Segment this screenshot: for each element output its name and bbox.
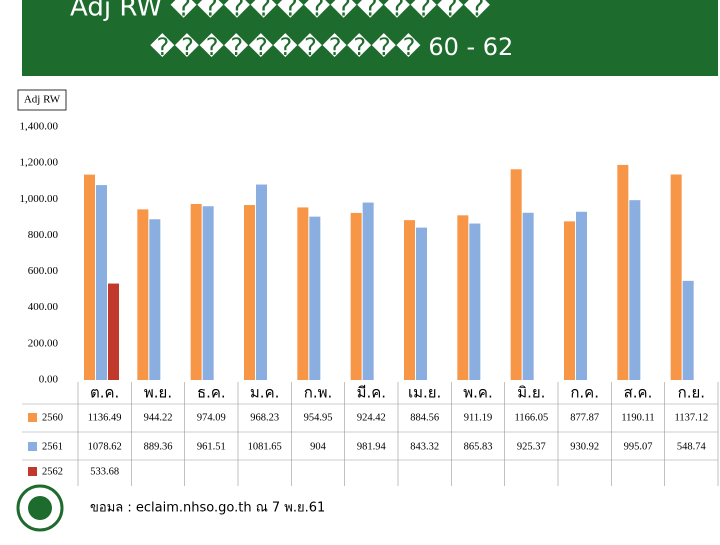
table-cell: 1137.12 — [674, 412, 708, 423]
x-tick-label: ก.พ. — [304, 384, 333, 402]
legend-label: 2561 — [42, 441, 63, 452]
legend-label: 2562 — [42, 466, 63, 477]
bar — [256, 184, 267, 380]
bar — [96, 185, 107, 380]
x-tick-label: พ.ค. — [463, 384, 492, 402]
chart-subtitle: ����������� 60 - 62 — [150, 33, 513, 61]
x-tick-label: ธ.ค. — [197, 384, 226, 402]
bar — [244, 205, 255, 380]
table-cell: 995.07 — [624, 441, 653, 452]
bar — [576, 211, 587, 380]
legend-label: 2560 — [42, 412, 63, 423]
bar — [309, 216, 321, 380]
table-cell: 911.19 — [464, 412, 493, 423]
table-cell: 974.09 — [197, 412, 226, 423]
x-tick-label: พ.ย. — [144, 384, 172, 402]
y-tick-label: 1,200.00 — [20, 157, 59, 169]
bar — [202, 206, 214, 380]
table-cell: 904 — [310, 441, 327, 452]
table-cell: 884.56 — [410, 412, 439, 423]
table-cell: 1166.05 — [514, 412, 548, 423]
legend-swatch — [28, 413, 37, 422]
bar — [404, 220, 415, 380]
bar — [350, 212, 362, 380]
bar — [362, 202, 374, 380]
table-cell: 548.74 — [677, 441, 707, 452]
y-tick-label: 800.00 — [28, 229, 59, 241]
ylabel-box — [17, 89, 67, 111]
bar — [84, 174, 95, 380]
chart-title: Adj RW ������������ — [70, 0, 491, 23]
bar — [629, 200, 641, 380]
table-cell: 865.83 — [464, 441, 493, 452]
x-tick-label: ก.ค. — [570, 384, 599, 402]
table-cell: 961.51 — [197, 441, 226, 452]
table-cell: 944.22 — [144, 412, 173, 423]
bar — [149, 219, 161, 380]
bar — [682, 280, 694, 380]
bar — [190, 203, 202, 380]
bar — [416, 227, 427, 380]
table-cell: 843.32 — [410, 441, 439, 452]
source-note: ขอมล : eclaim.nhso.go.th ณ 7 พ.ย.61 — [90, 501, 325, 516]
bar — [522, 212, 534, 380]
bar — [108, 283, 119, 380]
table-cell: 924.42 — [357, 412, 386, 423]
table-cell: 981.94 — [357, 441, 387, 452]
x-tick-label: ก.ย. — [678, 384, 705, 402]
y-tick-label: 1,000.00 — [20, 193, 59, 205]
bar — [670, 174, 682, 380]
table-cell: 889.36 — [144, 441, 173, 452]
bar — [510, 169, 522, 380]
x-tick-label: มี.ค. — [357, 384, 386, 402]
x-tick-label: ต.ค. — [90, 384, 119, 402]
table-cell: 533.68 — [90, 466, 119, 477]
table-cell: 930.92 — [570, 441, 599, 452]
bar — [469, 223, 481, 380]
y-tick-label: 200.00 — [28, 337, 59, 349]
table-cell: 1190.11 — [621, 412, 654, 423]
x-tick-label: มิ.ย. — [517, 384, 545, 402]
bar — [564, 221, 575, 380]
x-tick-label: ม.ค. — [250, 384, 279, 402]
bar — [137, 209, 149, 380]
y-tick-label: 0.00 — [39, 374, 59, 386]
legend-swatch — [28, 467, 37, 476]
x-tick-label: เม.ย. — [408, 384, 441, 402]
y-axis-label: Adj RW — [24, 94, 61, 106]
table-cell: 954.95 — [304, 412, 333, 423]
table-cell: 1136.49 — [88, 412, 122, 423]
table-cell: 877.87 — [570, 412, 599, 423]
table-cell: 925.37 — [517, 441, 546, 452]
bar — [617, 164, 629, 380]
table-cell: 1078.62 — [88, 441, 122, 452]
y-tick-label: 1,400.00 — [20, 121, 59, 133]
bar — [457, 215, 469, 380]
y-tick-label: 400.00 — [28, 301, 59, 313]
y-tick-label: 600.00 — [28, 265, 59, 277]
logo — [16, 484, 64, 532]
x-tick-label: ส.ค. — [624, 384, 653, 402]
title-banner — [22, 0, 718, 76]
bar — [297, 207, 309, 380]
table-cell: 1081.65 — [248, 441, 282, 452]
legend-swatch — [28, 442, 37, 451]
table-cell: 968.23 — [250, 412, 279, 423]
